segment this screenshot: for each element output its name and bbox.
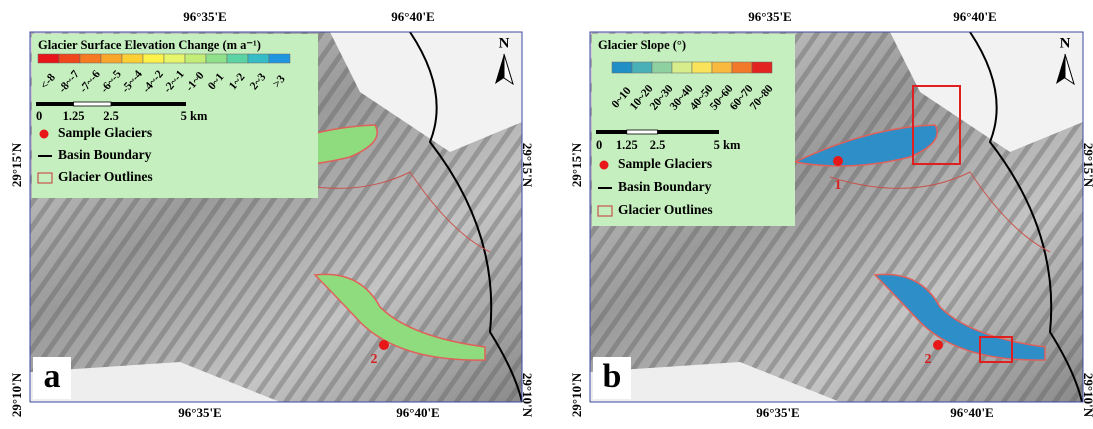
scale-bar (111, 102, 186, 106)
bottom-tick-label: 96°35'E (756, 405, 799, 420)
legend-symbol (600, 161, 609, 170)
scale-bar (596, 130, 627, 134)
legend-swatch (672, 62, 692, 73)
legend-swatch (248, 54, 269, 63)
legend-title: Glacier Slope (°) (598, 38, 686, 52)
left-tick-label: 29°10'N (9, 372, 24, 417)
scale-bar (658, 130, 720, 134)
scale-label: 0 (596, 138, 602, 152)
legend-swatch (612, 62, 632, 73)
sample-glacier (833, 156, 843, 166)
legend-swatch (652, 62, 672, 73)
glacier-number: 2 (925, 352, 932, 367)
legend-swatch (269, 54, 290, 63)
scale-bar (627, 130, 658, 134)
map-panel: 1296°35'E96°35'E29°15'N29°15'N96°40'E96°… (9, 9, 535, 420)
legend-swatch (38, 54, 59, 63)
legend-swatch (164, 54, 185, 63)
legend-title: Glacier Surface Elevation Change (m a⁻¹) (38, 38, 261, 52)
scale-bar (36, 102, 74, 106)
legend-swatch (59, 54, 80, 63)
scale-label: 0 (36, 109, 42, 123)
scale-label: 1.25 (63, 109, 85, 123)
panel-label: a (44, 358, 61, 395)
legend-swatch (692, 62, 712, 73)
right-tick-label: 29°15'N (1081, 143, 1093, 188)
top-tick-label: 96°40'E (391, 9, 434, 24)
legend-swatch (101, 54, 122, 63)
scale-label: 2.5 (650, 138, 666, 152)
legend-item: Basin Boundary (618, 179, 712, 194)
scale-label: 5 km (181, 109, 208, 123)
glacier-number: 2 (371, 352, 378, 367)
legend-swatch (206, 54, 227, 63)
map-panel: 1 2 96°35'E 96°35'E 29°15'N 29°15'N 96°40'E 96°… (569, 9, 1093, 420)
legend-symbol (40, 130, 49, 139)
north-label: N (499, 35, 510, 51)
figure: 1 2 96°35'E 96°35'E 29°15'N 29°15'N 96°40'E 96°… (0, 0, 1093, 424)
sample-glacier (379, 340, 389, 350)
top-tick-label: 96°40'E (953, 9, 996, 24)
legend-swatch (185, 54, 206, 63)
left-tick-label: 29°15'N (9, 142, 24, 187)
legend-swatch (143, 54, 164, 63)
legend-item: Glacier Outlines (58, 169, 153, 184)
top-tick-label: 96°35'E (183, 9, 226, 24)
panel-label: b (603, 358, 622, 395)
scale-label: 5 km (714, 138, 741, 152)
legend-swatch (752, 62, 772, 73)
legend-swatch (227, 54, 248, 63)
legend-item: Sample Glaciers (618, 156, 712, 171)
legend-item: Sample Glaciers (58, 125, 152, 140)
scale-label: 1.25 (616, 138, 638, 152)
north-label: N (1060, 35, 1071, 51)
legend-swatch (80, 54, 101, 63)
right-tick-label: 29°10'N (1081, 373, 1093, 418)
legend-swatch (122, 54, 143, 63)
sample-glacier (933, 340, 943, 350)
bottom-tick-label: 96°40'E (950, 405, 993, 420)
legend-item: Glacier Outlines (618, 202, 713, 217)
scale-label: 2.5 (103, 109, 119, 123)
legend-swatch (632, 62, 652, 73)
right-tick-label: 29°15'N (520, 143, 535, 188)
bottom-tick-label: 96°35'E (178, 405, 221, 420)
right-tick-label: 29°10'N (520, 373, 535, 418)
left-tick-label: 29°15'N (569, 142, 584, 187)
legend-item: Basin Boundary (58, 147, 152, 162)
legend-swatch (712, 62, 732, 73)
top-tick-label: 96°35'E (748, 9, 791, 24)
scale-bar (74, 102, 112, 106)
glacier-number: 1 (835, 178, 842, 193)
bottom-tick-label: 96°40'E (396, 405, 439, 420)
legend-swatch (732, 62, 752, 73)
left-tick-label: 29°10'N (569, 372, 584, 417)
